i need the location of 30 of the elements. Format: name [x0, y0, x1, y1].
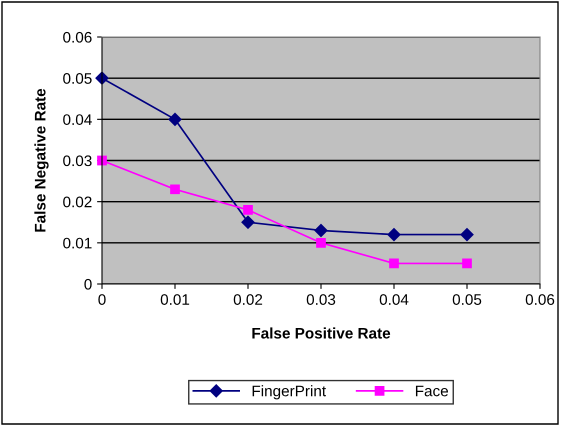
y-tick-label: 0.06 — [63, 32, 92, 43]
point — [243, 205, 253, 215]
point — [241, 216, 255, 229]
point — [170, 184, 180, 194]
point — [314, 224, 328, 238]
y-tick-label: 0.01 — [63, 238, 92, 249]
point — [168, 112, 182, 126]
x-axis-title: False Positive Rate — [252, 327, 390, 339]
x-tick-label: 0.01 — [160, 294, 190, 305]
x-tick-label: 0.03 — [306, 294, 336, 305]
point — [387, 228, 401, 242]
legend-label: FingerPrint — [252, 385, 326, 400]
y-tick-label: 0 — [84, 278, 92, 290]
y-axis-title: False Negative Rate — [34, 88, 49, 232]
point — [95, 72, 109, 85]
point — [97, 156, 107, 166]
x-tick-label: 0.02 — [234, 294, 262, 305]
y-tick-label: 0.04 — [63, 114, 92, 126]
y-tick-label: 0.02 — [63, 196, 92, 208]
y-tick-label: 0.05 — [63, 73, 92, 84]
x-tick-label: 0.06 — [526, 294, 554, 305]
x-tick-label: 0.05 — [452, 294, 482, 305]
point — [389, 258, 399, 268]
point — [316, 238, 326, 248]
y-tick-label: 0.03 — [63, 155, 92, 166]
point — [460, 228, 474, 242]
x-tick-label: 0 — [98, 294, 106, 305]
x-tick-label: 0.04 — [380, 294, 408, 305]
point — [462, 258, 472, 268]
legend-label: Face — [416, 386, 448, 396]
